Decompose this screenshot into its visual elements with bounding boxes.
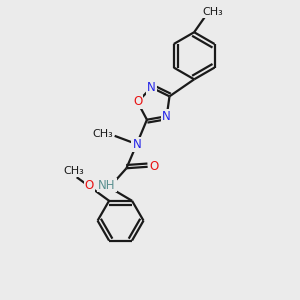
Text: NH: NH (98, 178, 116, 191)
Text: N: N (147, 81, 156, 94)
Text: N: N (132, 138, 141, 151)
Text: CH₃: CH₃ (202, 7, 223, 17)
Text: CH₃: CH₃ (63, 166, 84, 176)
Text: O: O (133, 95, 142, 109)
Text: O: O (149, 160, 159, 173)
Text: N: N (162, 110, 171, 123)
Text: O: O (85, 179, 94, 192)
Text: CH₃: CH₃ (92, 128, 113, 139)
